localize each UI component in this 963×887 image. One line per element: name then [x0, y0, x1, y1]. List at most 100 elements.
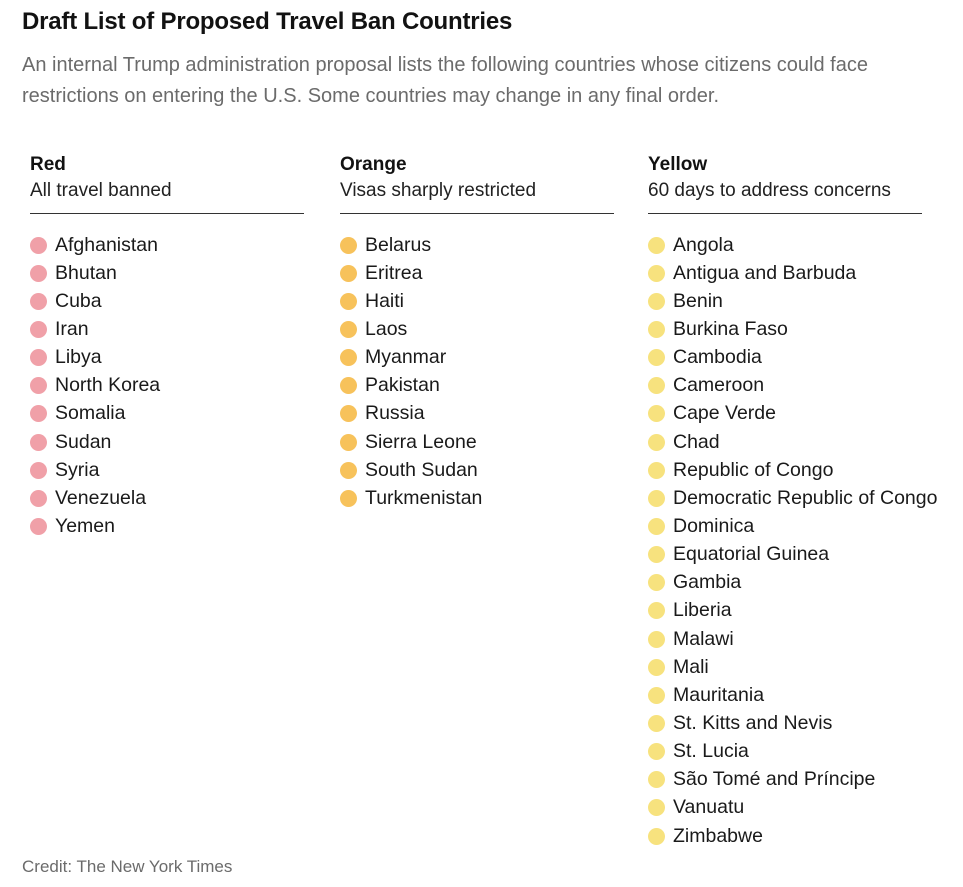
dot-icon	[648, 743, 665, 761]
list-item: Cape Verde	[648, 400, 937, 428]
list-item: Malawi	[648, 625, 937, 653]
country-name: Zimbabwe	[673, 824, 763, 847]
list-item: Cambodia	[648, 344, 937, 372]
country-name: Turkmenistan	[365, 486, 483, 509]
list-item: Chad	[648, 428, 937, 456]
country-name: Democratic Republic of Congo	[673, 486, 938, 509]
list-item: St. Kitts and Nevis	[648, 709, 937, 737]
list-item: Mauritania	[648, 681, 937, 709]
column-name: Red	[30, 154, 66, 175]
list-item: Venezuela	[30, 484, 304, 512]
dot-icon	[30, 292, 47, 310]
dot-icon	[340, 292, 357, 310]
country-name: Russia	[365, 402, 425, 425]
page-title: Draft List of Proposed Travel Ban Countr…	[22, 8, 513, 35]
dot-icon	[648, 377, 665, 395]
dot-icon	[648, 799, 665, 817]
dot-icon	[340, 349, 357, 367]
list-item: Pakistan	[340, 372, 614, 400]
dot-icon	[648, 461, 665, 479]
country-name: Malawi	[673, 627, 734, 650]
dot-icon	[648, 292, 665, 310]
dot-icon	[30, 236, 47, 254]
country-name: Pakistan	[365, 374, 440, 397]
country-name: Cape Verde	[673, 402, 776, 425]
column-name: Orange	[340, 154, 407, 175]
country-name: Sudan	[55, 430, 112, 453]
country-name: North Korea	[55, 374, 161, 397]
list-item: Antigua and Barbuda	[648, 259, 937, 287]
dot-icon	[340, 489, 357, 507]
dot-icon	[340, 264, 357, 282]
dot-icon	[648, 827, 665, 845]
list-item: Dominica	[648, 512, 937, 540]
dot-icon	[648, 574, 665, 592]
country-name: Belarus	[365, 233, 432, 256]
column-description: 60 days to address concerns	[648, 180, 891, 201]
country-name: Eritrea	[365, 261, 423, 284]
country-name: Yemen	[55, 514, 115, 537]
country-name: Equatorial Guinea	[673, 543, 830, 566]
list-item: Zimbabwe	[648, 822, 937, 850]
country-name: Haiti	[365, 289, 405, 312]
list-item: Yemen	[30, 512, 304, 540]
credit-line: Credit: The New York Times	[22, 857, 233, 876]
country-name: Dominica	[673, 514, 755, 537]
country-name: Mauritania	[673, 683, 765, 706]
list-item: St. Lucia	[648, 738, 937, 766]
list-item: Gambia	[648, 569, 937, 597]
country-list: Belarus Eritrea Haiti Laos Myanmar Pakistan Ru…	[340, 231, 614, 512]
dot-icon	[30, 405, 47, 423]
country-name: Iran	[55, 317, 89, 340]
country-list: Afghanistan Bhutan Cuba Iran Libya North Kore…	[30, 231, 304, 541]
dot-icon	[648, 489, 665, 507]
country-name: Sierra Leone	[365, 430, 477, 453]
list-item: Afghanistan	[30, 231, 304, 259]
list-item: North Korea	[30, 372, 304, 400]
list-item: Turkmenistan	[340, 484, 614, 512]
country-name: St. Kitts and Nevis	[673, 711, 833, 734]
country-name: Laos	[365, 317, 408, 340]
list-item: Haiti	[340, 287, 614, 315]
list-item: Cameroon	[648, 372, 937, 400]
dot-icon	[648, 546, 665, 564]
country-name: Somalia	[55, 402, 126, 425]
dot-icon	[648, 630, 665, 648]
country-name: Afghanistan	[55, 233, 158, 256]
country-name: Gambia	[673, 571, 742, 594]
dot-icon	[340, 236, 357, 254]
dot-icon	[340, 320, 357, 338]
country-name: Liberia	[673, 599, 732, 622]
list-item: Benin	[648, 287, 937, 315]
dot-icon	[30, 489, 47, 507]
list-item: Belarus	[340, 231, 614, 259]
list-item: Eritrea	[340, 259, 614, 287]
list-item: Sierra Leone	[340, 428, 614, 456]
list-item: Laos	[340, 315, 614, 343]
list-item: Libya	[30, 344, 304, 372]
list-item: Vanuatu	[648, 794, 937, 822]
column-orange: Orange Visas sharply restricted Belarus E…	[340, 152, 614, 512]
country-name: Vanuatu	[673, 796, 745, 819]
dot-icon	[340, 433, 357, 451]
country-name: St. Lucia	[673, 740, 749, 763]
dot-icon	[648, 236, 665, 254]
dot-icon	[30, 377, 47, 395]
list-item: Bhutan	[30, 259, 304, 287]
dot-icon	[30, 461, 47, 479]
list-item: Iran	[30, 315, 304, 343]
country-name: São Tomé and Príncipe	[673, 768, 876, 791]
country-name: Myanmar	[365, 346, 447, 369]
dot-icon	[30, 349, 47, 367]
dot-icon	[648, 264, 665, 282]
list-item: Burkina Faso	[648, 315, 937, 343]
dot-icon	[648, 405, 665, 423]
column-red: Red All travel banned Afghanistan Bhutan C…	[30, 152, 304, 541]
dot-icon	[648, 686, 665, 704]
list-item: Mali	[648, 653, 937, 681]
list-item: Republic of Congo	[648, 456, 937, 484]
country-name: Benin	[673, 289, 723, 312]
country-name: Burkina Faso	[673, 317, 788, 340]
list-item: Liberia	[648, 597, 937, 625]
list-item: Somalia	[30, 400, 304, 428]
